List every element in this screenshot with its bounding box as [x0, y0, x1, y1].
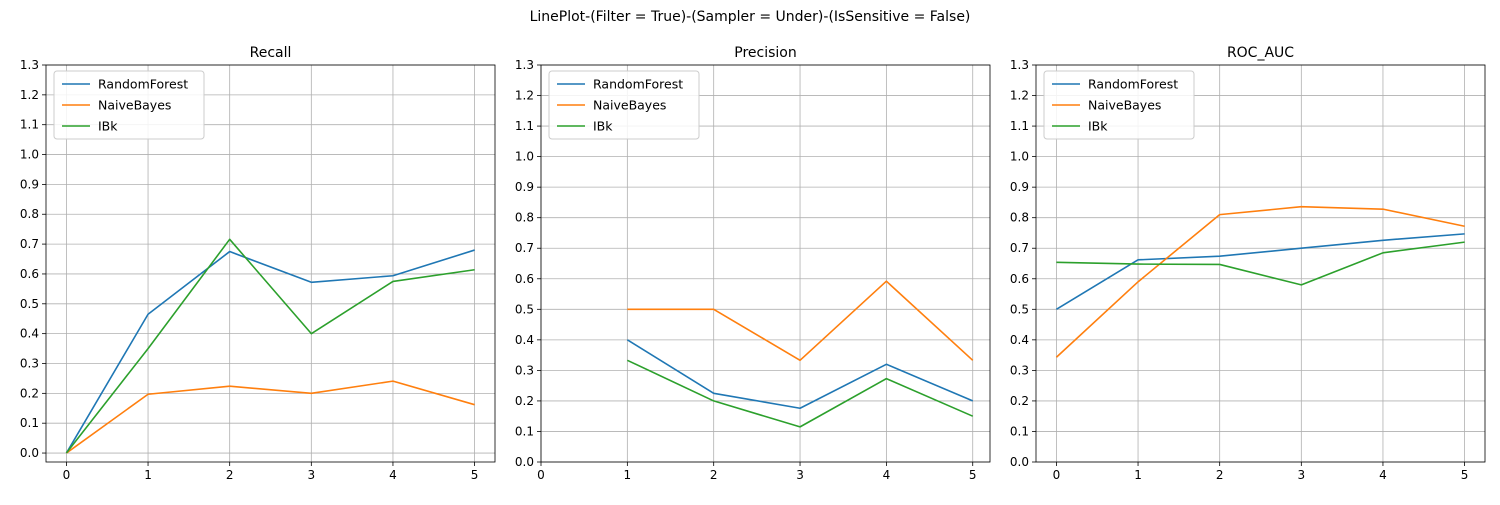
series-line-naivebayes — [65, 380, 475, 454]
y-tick-label: 1.0 — [20, 148, 39, 162]
legend-label: IBk — [98, 119, 118, 134]
y-tick-label: 0.5 — [20, 297, 39, 311]
legend-box — [1043, 70, 1195, 140]
legend-label: RandomForest — [1088, 77, 1178, 92]
y-tick-label: 0.3 — [515, 363, 534, 377]
y-tick-label: 1.1 — [515, 119, 534, 133]
y-tick-label: 0.2 — [515, 394, 534, 408]
y-tick-label: 0.7 — [515, 241, 534, 255]
y-tick-label: 0.0 — [20, 446, 39, 460]
legend-label: IBk — [1088, 119, 1108, 134]
x-tick-label: 2 — [710, 468, 718, 482]
x-tick-label: 1 — [144, 468, 152, 482]
legend-label: NaiveBayes — [593, 98, 666, 113]
y-tick-label: 0.4 — [1010, 333, 1029, 347]
y-tick-label: 1.0 — [515, 150, 534, 164]
legend-label: IBk — [593, 119, 613, 134]
axes-frame — [1035, 64, 1486, 463]
y-tick-label: 0.8 — [1010, 211, 1029, 225]
y-tick-label: 0.6 — [515, 272, 534, 286]
series-line-ibk — [1056, 241, 1465, 286]
recall-panel: 0 1 2 3 4 5 0.0 0.1 0.2 0.3 0.4 0.5 0.6 0.7 0.8 0.9 1.0 1… — [20, 45, 496, 482]
series-line-naivebayes — [1055, 205, 1465, 358]
legend-label: RandomForest — [98, 77, 188, 92]
x-tick-label: 0 — [537, 468, 545, 482]
x-tick-label: 5 — [969, 468, 977, 482]
y-tick-label: 0.5 — [1010, 302, 1029, 316]
x-tick-label: 0 — [1053, 468, 1061, 482]
x-tick-label: 2 — [1216, 468, 1224, 482]
series-line-randomforest — [1055, 233, 1465, 310]
axes-frame — [540, 64, 991, 463]
y-tick-label: 0.1 — [515, 424, 534, 438]
x-tick-label: 4 — [389, 468, 397, 482]
y-tick-label: 0.7 — [1010, 241, 1029, 255]
y-tick-label: 1.2 — [1010, 89, 1029, 103]
legend-label: RandomForest — [593, 77, 683, 92]
x-tick-label: 3 — [307, 468, 315, 482]
y-tick-label: 1.2 — [20, 88, 39, 102]
y-tick-label: 0.0 — [515, 455, 534, 469]
figure-suptitle: LinePlot-(Filter = True)-(Sampler = Unde… — [530, 9, 971, 25]
y-tick-label: 1.0 — [1010, 150, 1029, 164]
y-tick-label: 1.3 — [1010, 58, 1029, 72]
y-tick-label: 0.2 — [20, 386, 39, 400]
x-tick-label: 1 — [1134, 468, 1142, 482]
y-tick-label: 0.2 — [1010, 394, 1029, 408]
series-line-ibk — [65, 238, 475, 454]
series-line-naivebayes — [627, 280, 974, 362]
y-tick-label: 0.9 — [515, 180, 534, 194]
subplot-title: Recall — [250, 45, 292, 61]
y-tick-label: 0.0 — [1010, 455, 1029, 469]
legend-box — [53, 70, 205, 140]
roc-auc-panel: 0 1 2 3 4 5 0.0 0.1 0.2 0.3 0.4 0.5 0.6 0.7 0.8 0.9 1.0 1… — [1010, 45, 1486, 482]
series-line-randomforest — [626, 339, 974, 410]
y-tick-label: 0.7 — [20, 237, 39, 251]
x-tick-label: 5 — [471, 468, 479, 482]
x-tick-label: 5 — [1461, 468, 1469, 482]
x-tick-label: 0 — [63, 468, 71, 482]
y-tick-label: 1.2 — [515, 89, 534, 103]
subplot-title: ROC_AUC — [1227, 45, 1294, 61]
x-tick-label: 3 — [1297, 468, 1305, 482]
y-tick-label: 0.8 — [515, 211, 534, 225]
x-tick-label: 3 — [796, 468, 804, 482]
y-tick-label: 0.3 — [20, 356, 39, 370]
y-tick-label: 0.1 — [1010, 424, 1029, 438]
x-tick-label: 4 — [1379, 468, 1387, 482]
y-tick-label: 1.3 — [20, 58, 39, 72]
y-tick-label: 0.4 — [20, 327, 39, 341]
y-tick-label: 1.1 — [20, 118, 39, 132]
legend-box — [548, 70, 700, 140]
x-tick-label: 2 — [226, 468, 234, 482]
y-tick-label: 0.3 — [1010, 363, 1029, 377]
series-line-ibk — [627, 359, 974, 428]
legend-label: NaiveBayes — [1088, 98, 1161, 113]
y-tick-label: 1.3 — [515, 58, 534, 72]
y-tick-label: 0.1 — [20, 416, 39, 430]
y-tick-label: 0.6 — [20, 267, 39, 281]
y-tick-label: 0.9 — [20, 177, 39, 191]
precision-panel: 0 1 2 3 4 5 0.0 0.1 0.2 0.3 0.4 0.5 0.6 0.7 0.8 0.9 1.0 1… — [515, 45, 991, 482]
y-tick-label: 1.1 — [1010, 119, 1029, 133]
x-tick-label: 1 — [624, 468, 632, 482]
y-tick-label: 0.9 — [1010, 180, 1029, 194]
y-tick-label: 0.6 — [1010, 272, 1029, 286]
x-tick-label: 4 — [883, 468, 891, 482]
subplot-title: Precision — [734, 45, 796, 61]
y-tick-label: 0.4 — [515, 333, 534, 347]
axes-frame — [45, 64, 496, 463]
y-tick-label: 0.8 — [20, 207, 39, 221]
legend-label: NaiveBayes — [98, 98, 171, 113]
series-line-randomforest — [65, 249, 475, 454]
y-tick-label: 0.5 — [515, 302, 534, 316]
